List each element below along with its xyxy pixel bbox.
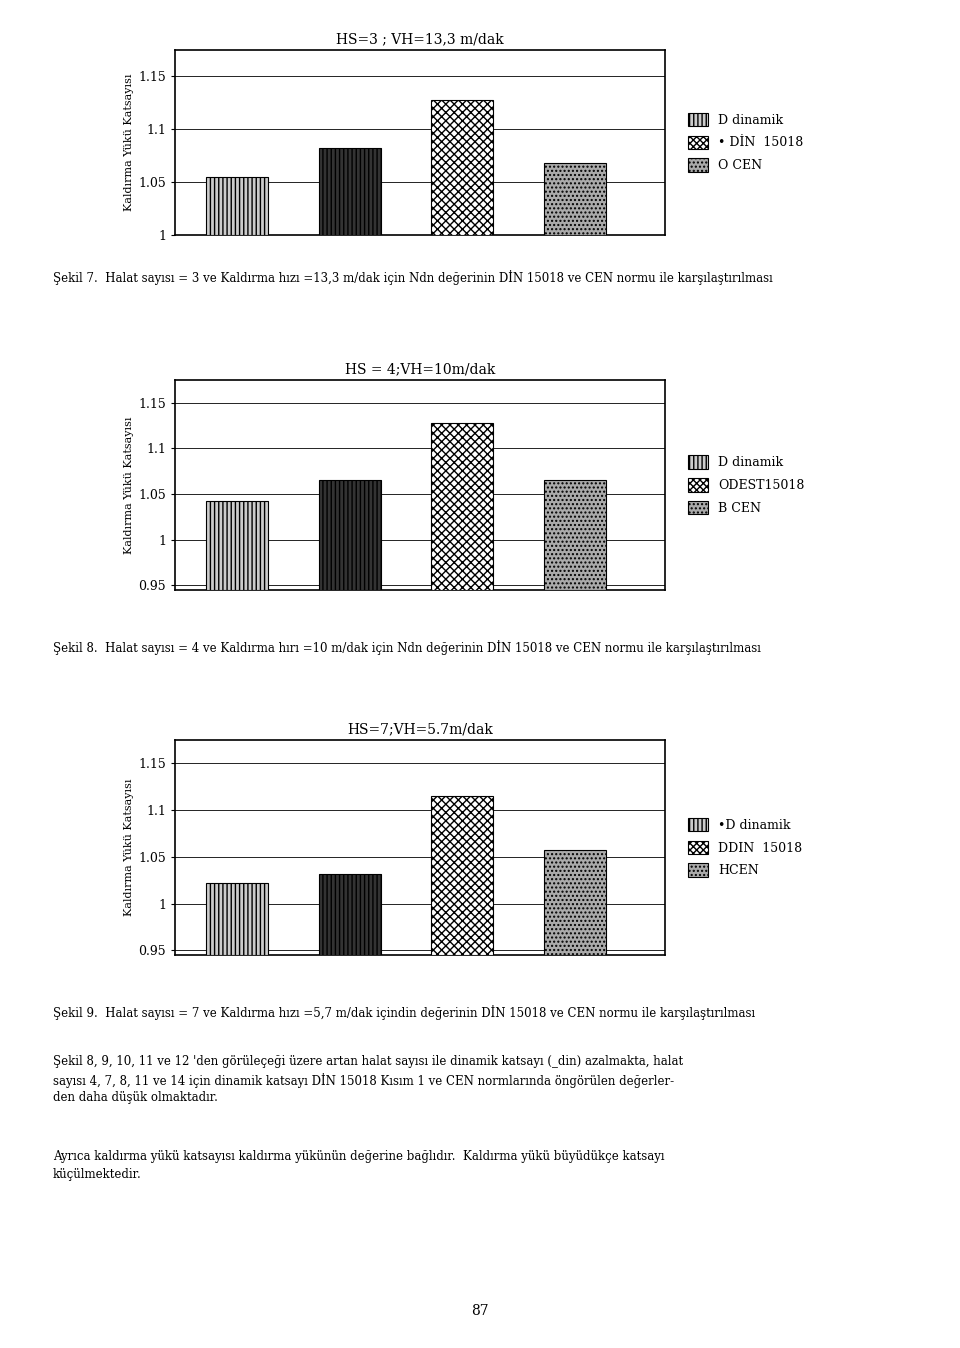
Bar: [544, 163, 606, 235]
Bar: [319, 148, 380, 235]
Bar: [206, 501, 268, 590]
Y-axis label: Kaldırma Yükü Katsayısı: Kaldırma Yükü Katsayısı: [124, 74, 134, 212]
Legend: D dinamik, ODEST15018, B CEN: D dinamik, ODEST15018, B CEN: [686, 453, 807, 518]
Text: 87: 87: [471, 1304, 489, 1318]
Bar: [319, 874, 380, 954]
Text: Ayrıca kaldırma yükü katsayısı kaldırma yükünün değerine bağlıdır.  Kaldırma yük: Ayrıca kaldırma yükü katsayısı kaldırma …: [53, 1150, 664, 1163]
Title: HS=7;VH=5.7m/dak: HS=7;VH=5.7m/dak: [348, 723, 492, 736]
Bar: [544, 480, 606, 590]
Text: Şekil 9.  Halat sayısı = 7 ve Kaldırma hızı =5,7 m/dak içindin değerinin DİN 150: Şekil 9. Halat sayısı = 7 ve Kaldırma hı…: [53, 1006, 755, 1020]
Text: Şekil 8.  Halat sayısı = 4 ve Kaldırma hırı =10 m/dak için Νdn değerinin DİN 150: Şekil 8. Halat sayısı = 4 ve Kaldırma hı…: [53, 640, 760, 655]
Text: Şekil 7.  Halat sayısı = 3 ve Kaldırma hızı =13,3 m/dak için Νdn değerinin DİN 1: Şekil 7. Halat sayısı = 3 ve Kaldırma hı…: [53, 270, 773, 284]
Legend: •D dinamik, DDIN  15018, HCEN: •D dinamik, DDIN 15018, HCEN: [686, 816, 805, 880]
Legend: D dinamik, • DİN  15018, O CEN: D dinamik, • DİN 15018, O CEN: [686, 111, 806, 175]
Bar: [431, 423, 493, 590]
Bar: [544, 851, 606, 954]
Text: den daha düşük olmaktadır.: den daha düşük olmaktadır.: [53, 1091, 218, 1104]
Title: HS=3 ; VH=13,3 m/dak: HS=3 ; VH=13,3 m/dak: [336, 32, 504, 46]
Bar: [431, 100, 493, 235]
Y-axis label: Kaldırma Yükü Katsayısı: Kaldırma Yükü Katsayısı: [124, 417, 134, 554]
Bar: [319, 480, 380, 590]
Bar: [431, 797, 493, 954]
Bar: [206, 883, 268, 954]
Text: sayısı 4, 7, 8, 11 ve 14 için dinamik katsayı DİN 15018 Kısım 1 ve CEN normların: sayısı 4, 7, 8, 11 ve 14 için dinamik ka…: [53, 1073, 674, 1088]
Y-axis label: Kaldırma Yükü Katsayısı: Kaldırma Yükü Katsayısı: [124, 779, 134, 917]
Text: küçülmektedir.: küçülmektedir.: [53, 1167, 141, 1181]
Text: Şekil 8, 9, 10, 11 ve 12 'den görüleçeği üzere artan halat sayısı ile dinamik ka: Şekil 8, 9, 10, 11 ve 12 'den görüleçeği…: [53, 1055, 683, 1068]
Bar: [206, 177, 268, 235]
Title: HS = 4;VH=10m/dak: HS = 4;VH=10m/dak: [345, 363, 495, 376]
